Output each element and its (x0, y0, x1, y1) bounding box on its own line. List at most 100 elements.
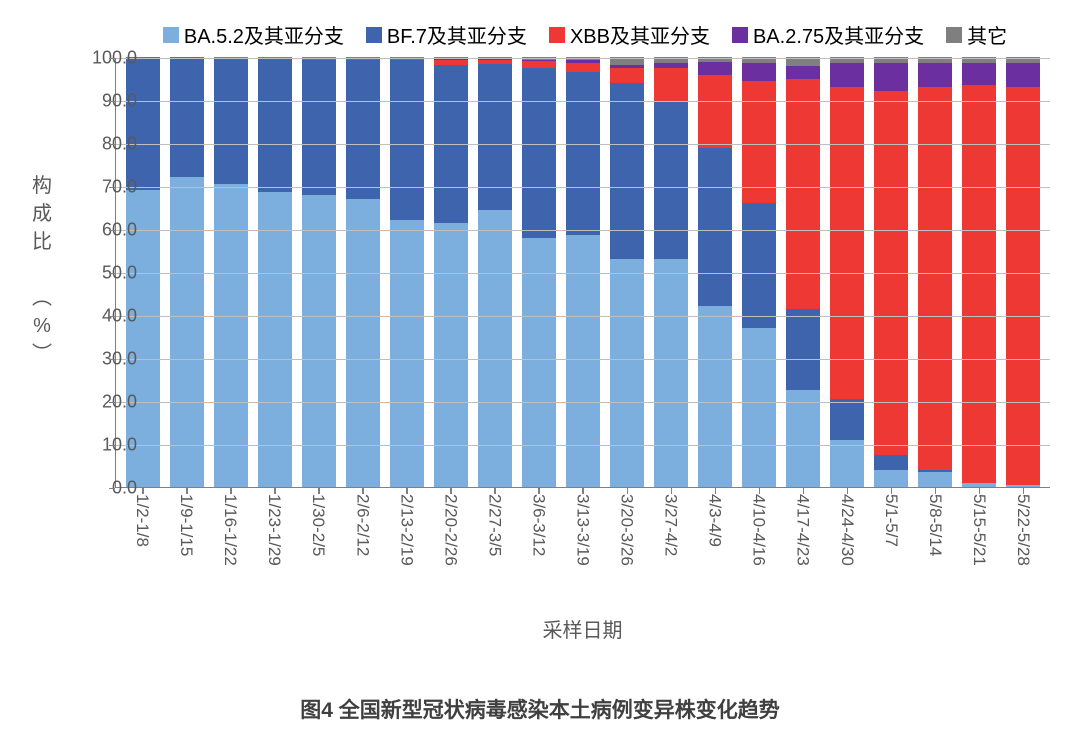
legend-item: BA.5.2及其亚分支 (163, 20, 344, 49)
x-tick-label: 1/23-1/29 (264, 494, 284, 566)
x-tick-label: 3/13-3/19 (572, 494, 592, 566)
bar-segment (654, 259, 687, 487)
x-axis-labels: 1/2-1/8 1/9-1/15 1/16-1/22 1/23-1/29 1/30-2/… (115, 494, 1050, 566)
gridline (116, 445, 1050, 446)
x-label-slot: 5/8-5/14 (913, 494, 957, 566)
x-tick-mark (759, 488, 761, 494)
x-label-slot: 4/17-4/23 (781, 494, 825, 566)
bar-segment (1006, 63, 1039, 87)
bar-segment (698, 75, 731, 148)
gridline (116, 359, 1050, 360)
legend-label: 其它 (967, 20, 1007, 49)
x-tick-label: 1/16-1/22 (220, 494, 240, 566)
x-label-slot: 4/24-4/30 (825, 494, 869, 566)
bar-segment (434, 223, 467, 487)
bar-segment (742, 203, 775, 328)
bar-segment (786, 79, 819, 309)
gridline (116, 58, 1050, 59)
bar-segment (918, 63, 951, 87)
bar-segment (258, 192, 291, 487)
y-tick-mark (109, 273, 115, 275)
x-tick-mark (450, 488, 452, 494)
y-tick-label: 50.0 (77, 263, 137, 284)
x-tick-label: 1/2-1/8 (132, 494, 152, 566)
x-tick-mark (582, 488, 584, 494)
y-tick-mark (109, 488, 115, 490)
bar-segment (830, 63, 863, 87)
x-tick-label: 5/1-5/7 (881, 494, 901, 566)
bar-segment (610, 83, 643, 259)
y-tick-mark (109, 359, 115, 361)
legend-swatch (732, 27, 748, 43)
x-axis-title: 采样日期 (115, 614, 1050, 643)
x-label-slot: 3/27-4/2 (649, 494, 693, 566)
y-tick-label: 10.0 (77, 435, 137, 456)
bar-segment (698, 62, 731, 75)
bar-segment (522, 238, 555, 487)
x-tick-label: 3/6-3/12 (528, 494, 548, 566)
legend-item: 其它 (946, 20, 1007, 49)
gridline (116, 187, 1050, 188)
legend-swatch (366, 27, 382, 43)
gridline (116, 316, 1050, 317)
bar-segment (258, 59, 291, 192)
x-label-slot: 2/13-2/19 (384, 494, 428, 566)
bar-segment (786, 66, 819, 79)
bar-segment (742, 81, 775, 204)
x-tick-mark (715, 488, 717, 494)
stacked-bar (258, 57, 291, 487)
bar-segment (1006, 485, 1039, 487)
y-tick-label: 0.0 (77, 478, 137, 499)
bar-segment (698, 148, 731, 306)
x-label-slot: 3/13-3/19 (560, 494, 604, 566)
bar-segment (830, 399, 863, 440)
bar-segment (390, 60, 423, 220)
y-tick-mark (109, 402, 115, 404)
legend-swatch (946, 27, 962, 43)
x-tick-label: 4/3-4/9 (705, 494, 725, 566)
x-tick-label: 4/10-4/16 (749, 494, 769, 566)
y-tick-mark (109, 316, 115, 318)
y-tick-label: 90.0 (77, 91, 137, 112)
x-label-slot: 4/10-4/16 (737, 494, 781, 566)
x-tick-label: 3/20-3/26 (617, 494, 637, 566)
bar-segment (918, 472, 951, 487)
x-tick-mark (274, 488, 276, 494)
bar-segment (390, 220, 423, 487)
x-tick-label: 4/24-4/30 (837, 494, 857, 566)
figure-caption: 图4 全国新型冠状病毒感染本土病例变异株变化趋势 (0, 694, 1080, 724)
y-tick-label: 60.0 (77, 220, 137, 241)
x-label-slot: 2/20-2/26 (428, 494, 472, 566)
gridline (116, 230, 1050, 231)
x-label-slot: 1/16-1/22 (208, 494, 252, 566)
bar-segment (566, 72, 599, 235)
x-tick-mark (627, 488, 629, 494)
bar-segment (962, 483, 995, 487)
x-tick-label: 1/9-1/15 (176, 494, 196, 566)
bar-segment (302, 195, 335, 487)
x-tick-label: 2/13-2/19 (396, 494, 416, 566)
plot-area (115, 58, 1050, 488)
x-label-slot: 1/2-1/8 (120, 494, 164, 566)
x-label-slot: 4/3-4/9 (693, 494, 737, 566)
y-tick-mark (109, 101, 115, 103)
x-label-slot: 2/27-3/5 (472, 494, 516, 566)
x-label-slot: 2/6-2/12 (340, 494, 384, 566)
x-tick-mark (803, 488, 805, 494)
bar-segment (214, 58, 247, 184)
bar-segment (566, 63, 599, 72)
gridline (116, 144, 1050, 145)
x-label-slot: 1/30-2/5 (296, 494, 340, 566)
legend-swatch (163, 27, 179, 43)
y-tick-mark (109, 58, 115, 60)
x-tick-mark (1023, 488, 1025, 494)
bar-segment (302, 60, 335, 195)
x-tick-mark (671, 488, 673, 494)
x-tick-label: 2/6-2/12 (352, 494, 372, 566)
bar-segment (742, 63, 775, 80)
bar-segment (874, 455, 907, 470)
gridline (116, 101, 1050, 102)
x-tick-label: 2/27-3/5 (484, 494, 504, 566)
bar-segment (522, 68, 555, 238)
y-tick-label: 20.0 (77, 392, 137, 413)
